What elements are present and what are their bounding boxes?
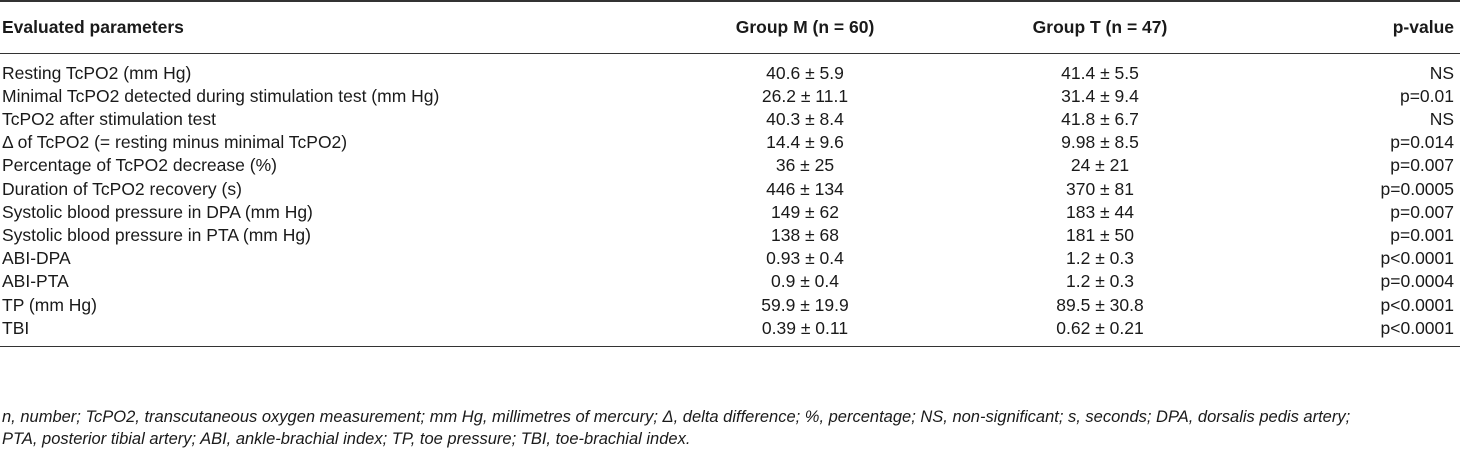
cell-group-t: 41.4 ± 5.5 <box>1061 62 1139 83</box>
cell-group-m: 0.39 ± 0.11 <box>620 316 940 347</box>
table-row: Δ of TcPO2 (= resting minus minimal TcPO… <box>0 131 1460 154</box>
cell-parameter: Systolic blood pressure in PTA (mm Hg) <box>2 224 311 245</box>
cell-parameter: Resting TcPO2 (mm Hg) <box>2 62 192 83</box>
table-body: Resting TcPO2 (mm Hg) 40.6 ± 5.9 41.4 ± … <box>0 53 1460 347</box>
cell-group-t: 370 ± 81 <box>1066 178 1134 199</box>
cell-group-t: 24 ± 21 <box>1070 155 1130 176</box>
cell-group-t: 1.2 ± 0.3 <box>1066 271 1134 292</box>
cell-group-t: 183 ± 44 <box>1066 201 1134 222</box>
cell-p-value: p=0.007 <box>1390 201 1454 222</box>
cell-group-m: 40.6 ± 5.9 <box>766 62 844 83</box>
table-header: Evaluated parameters Group M (n = 60) Gr… <box>0 0 1460 54</box>
cell-parameter: TBI <box>0 316 620 347</box>
cell-group-m: 36 ± 25 <box>775 155 835 176</box>
table-row: Minimal TcPO2 detected during stimulatio… <box>0 85 1460 108</box>
cell-group-t: 89.5 ± 30.8 <box>1056 294 1144 315</box>
cell-group-t: 41.8 ± 6.7 <box>1061 108 1139 129</box>
cell-group-m: 0.93 ± 0.4 <box>766 248 844 269</box>
cell-group-m: 59.9 ± 19.9 <box>761 294 849 315</box>
cell-parameter: Minimal TcPO2 detected during stimulatio… <box>2 85 440 106</box>
cell-p-value: p=0.007 <box>1390 155 1454 176</box>
table-row: ABI-PTA 0.9 ± 0.4 1.2 ± 0.3 p=0.0004 <box>0 270 1460 293</box>
table-row: Systolic blood pressure in PTA (mm Hg) 1… <box>0 224 1460 247</box>
table-row: Systolic blood pressure in DPA (mm Hg) 1… <box>0 201 1460 224</box>
table-footnote: n, number; TcPO2, transcutaneous oxygen … <box>2 406 1458 450</box>
data-table-container: Evaluated parameters Group M (n = 60) Gr… <box>0 0 1460 347</box>
cell-p-value: p=0.01 <box>1399 85 1454 106</box>
cell-group-t: 9.98 ± 8.5 <box>1061 132 1139 153</box>
cell-group-t: 31.4 ± 9.4 <box>1061 85 1139 106</box>
table-row: TBI 0.39 ± 0.11 0.62 ± 0.21 p<0.0001 <box>0 316 1460 347</box>
cell-p-value: p<0.0001 <box>1240 316 1460 347</box>
cell-group-m: 14.4 ± 9.6 <box>766 132 844 153</box>
cell-p-value: p=0.0004 <box>1380 271 1454 292</box>
cell-parameter: ABI-PTA <box>2 271 69 292</box>
table-row: Resting TcPO2 (mm Hg) 40.6 ± 5.9 41.4 ± … <box>0 53 1460 85</box>
header-group-m: Group M (n = 60) <box>620 0 940 54</box>
cell-group-m: 446 ± 134 <box>766 178 844 199</box>
footnote-line-2: PTA, posterior tibial artery; ABI, ankle… <box>2 430 691 448</box>
table-row: Duration of TcPO2 recovery (s) 446 ± 134… <box>0 178 1460 201</box>
cell-p-value: p=0.0005 <box>1380 178 1454 199</box>
cell-parameter: Systolic blood pressure in DPA (mm Hg) <box>2 201 313 222</box>
cell-parameter: Δ of TcPO2 (= resting minus minimal TcPO… <box>2 132 348 153</box>
results-table: Evaluated parameters Group M (n = 60) Gr… <box>0 0 1460 347</box>
cell-group-t: 0.62 ± 0.21 <box>940 316 1240 347</box>
cell-p-value: p<0.0001 <box>1380 248 1454 269</box>
table-row: Percentage of TcPO2 decrease (%) 36 ± 25… <box>0 154 1460 177</box>
header-p-value: p-value <box>1240 0 1460 54</box>
cell-parameter: Percentage of TcPO2 decrease (%) <box>2 155 277 176</box>
cell-p-value: p=0.001 <box>1390 224 1454 245</box>
cell-p-value: NS <box>1429 62 1454 83</box>
cell-parameter: Duration of TcPO2 recovery (s) <box>2 178 242 199</box>
cell-group-t: 181 ± 50 <box>1066 224 1134 245</box>
cell-group-m: 149 ± 62 <box>771 201 839 222</box>
cell-group-m: 40.3 ± 8.4 <box>766 108 844 129</box>
header-evaluated-parameters: Evaluated parameters <box>0 0 620 54</box>
footnote-line-1: n, number; TcPO2, transcutaneous oxygen … <box>2 408 1351 426</box>
cell-p-value: NS <box>1429 108 1454 129</box>
cell-group-m: 26.2 ± 11.1 <box>761 85 849 106</box>
cell-parameter: TcPO2 after stimulation test <box>2 108 216 129</box>
cell-group-t: 1.2 ± 0.3 <box>1066 248 1134 269</box>
header-row: Evaluated parameters Group M (n = 60) Gr… <box>0 0 1460 54</box>
cell-group-m: 0.9 ± 0.4 <box>771 271 839 292</box>
cell-parameter: TP (mm Hg) <box>2 294 97 315</box>
cell-p-value: p=0.014 <box>1390 132 1454 153</box>
table-row: TcPO2 after stimulation test 40.3 ± 8.4 … <box>0 108 1460 131</box>
table-row: ABI-DPA 0.93 ± 0.4 1.2 ± 0.3 p<0.0001 <box>0 247 1460 270</box>
cell-group-m: 138 ± 68 <box>771 224 839 245</box>
header-group-t: Group T (n = 47) <box>940 0 1240 54</box>
table-row: TP (mm Hg) 59.9 ± 19.9 89.5 ± 30.8 p<0.0… <box>0 294 1460 317</box>
cell-p-value: p<0.0001 <box>1380 294 1454 315</box>
cell-parameter: ABI-DPA <box>2 248 71 269</box>
